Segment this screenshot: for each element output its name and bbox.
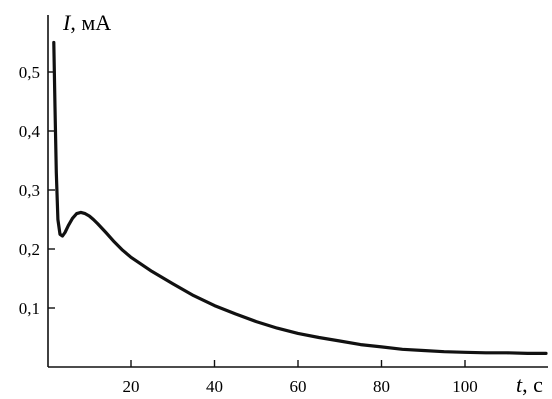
x-axis-label: t, с [516,372,543,397]
y-tick-label: 0,5 [19,63,40,82]
y-tick-label: 0,3 [19,181,40,200]
x-ticks: 20 40 60 80 100 [123,360,478,396]
plot-area: 0,1 0,2 0,3 0,4 0,5 20 40 60 80 100 [19,15,548,396]
y-tick-label: 0,1 [19,299,40,318]
x-tick-label: 80 [373,377,390,396]
current-curve [52,40,548,355]
x-tick-label: 60 [290,377,307,396]
y-axis-unit: , мА [70,10,111,35]
y-tick-label: 0,4 [19,122,41,141]
x-axis-var: t [516,372,523,397]
x-tick-label: 100 [452,377,478,396]
x-tick-label: 40 [206,377,223,396]
y-ticks: 0,1 0,2 0,3 0,4 0,5 [19,63,55,318]
y-axis-label: I, мА [62,10,111,35]
x-axis-unit: , с [522,372,543,397]
x-tick-label: 20 [123,377,140,396]
y-tick-label: 0,2 [19,240,40,259]
y-axis-var: I [62,10,72,35]
